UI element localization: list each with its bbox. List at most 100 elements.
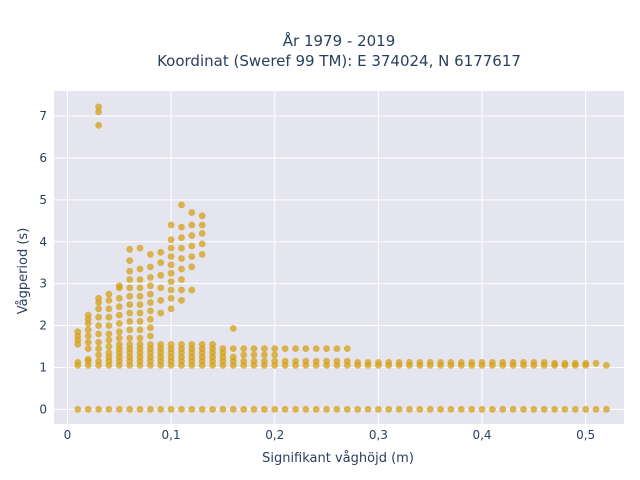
data-point: [261, 405, 268, 413]
data-point: [592, 405, 600, 413]
data-point: [147, 274, 154, 281]
data-point: [281, 345, 289, 352]
data-point: [115, 328, 123, 336]
data-point: [229, 345, 237, 352]
data-point: [457, 359, 465, 366]
data-point: [385, 405, 393, 413]
data-point: [188, 209, 196, 216]
data-point: [157, 309, 165, 317]
data-point: [167, 278, 175, 285]
data-point: [178, 223, 185, 231]
data-point: [115, 341, 123, 348]
data-point: [520, 405, 527, 413]
data-point: [219, 345, 227, 352]
data-point: [136, 276, 144, 283]
y-axis-ticks: 0 1 2 3 4 5 6 7: [39, 109, 47, 416]
data-point: [147, 405, 154, 413]
data-point: [147, 290, 154, 298]
x-tick-label: 0,5: [576, 428, 595, 442]
data-point: [136, 334, 144, 342]
data-point: [157, 284, 165, 292]
data-point: [416, 405, 424, 413]
data-point: [95, 103, 102, 111]
data-point: [126, 276, 134, 283]
data-point: [136, 405, 144, 413]
data-point: [292, 345, 299, 352]
data-point: [167, 305, 175, 313]
data-point: [240, 405, 248, 413]
data-point: [271, 357, 279, 365]
data-point: [188, 405, 196, 413]
data-point: [95, 108, 102, 116]
data-point: [323, 405, 330, 413]
data-point: [375, 359, 382, 366]
x-tick-label: 0: [64, 428, 72, 442]
data-point: [592, 359, 600, 367]
x-axis-title: Signifikant våghöjd (m): [262, 451, 414, 466]
data-point: [126, 405, 134, 413]
data-point: [240, 345, 248, 352]
data-point: [198, 230, 206, 237]
data-point: [84, 338, 92, 346]
data-point: [375, 405, 382, 413]
data-point: [302, 405, 310, 413]
data-point: [84, 355, 92, 363]
data-point: [312, 357, 320, 365]
data-point: [157, 341, 165, 348]
data-point: [157, 405, 165, 413]
data-point: [167, 261, 175, 269]
data-point: [551, 405, 558, 413]
x-tick-label: 0,3: [369, 428, 388, 442]
data-point: [333, 345, 341, 352]
data-point: [84, 332, 92, 340]
data-point: [188, 242, 196, 250]
y-tick-label: 1: [39, 360, 47, 374]
data-point: [178, 244, 185, 252]
data-point: [105, 322, 113, 329]
data-point: [95, 294, 102, 302]
data-point: [551, 359, 558, 367]
data-point: [188, 221, 196, 229]
data-point: [95, 313, 102, 321]
data-point: [343, 357, 351, 365]
data-point: [281, 405, 289, 413]
data-point: [561, 405, 569, 413]
data-point: [95, 351, 102, 359]
data-point: [271, 351, 279, 359]
data-point: [147, 341, 154, 348]
x-tick-label: 0,2: [265, 428, 284, 442]
data-point: [385, 359, 393, 366]
data-point: [561, 359, 569, 367]
data-point: [157, 271, 165, 279]
x-tick-label: 0,4: [472, 428, 491, 442]
data-point: [209, 341, 217, 348]
data-point: [105, 297, 113, 304]
data-point: [126, 309, 134, 317]
data-point: [167, 341, 175, 348]
data-point: [105, 305, 113, 313]
data-point: [250, 405, 258, 413]
data-point: [603, 405, 610, 413]
data-point: [261, 357, 268, 365]
data-point: [571, 359, 579, 367]
data-point: [323, 357, 330, 365]
data-point: [126, 245, 134, 253]
data-point: [126, 341, 134, 348]
data-point: [147, 324, 154, 332]
data-point: [333, 357, 341, 365]
data-point: [178, 201, 185, 209]
data-point: [147, 263, 154, 271]
data-point: [489, 405, 496, 413]
data-point: [178, 297, 185, 304]
data-point: [126, 257, 134, 264]
data-point: [178, 276, 185, 283]
data-point: [188, 341, 196, 348]
data-point: [167, 244, 175, 252]
data-point: [354, 405, 362, 413]
data-point: [499, 359, 507, 366]
data-point: [457, 405, 465, 413]
data-point: [95, 121, 102, 129]
data-point: [126, 318, 134, 325]
data-point: [115, 294, 123, 302]
